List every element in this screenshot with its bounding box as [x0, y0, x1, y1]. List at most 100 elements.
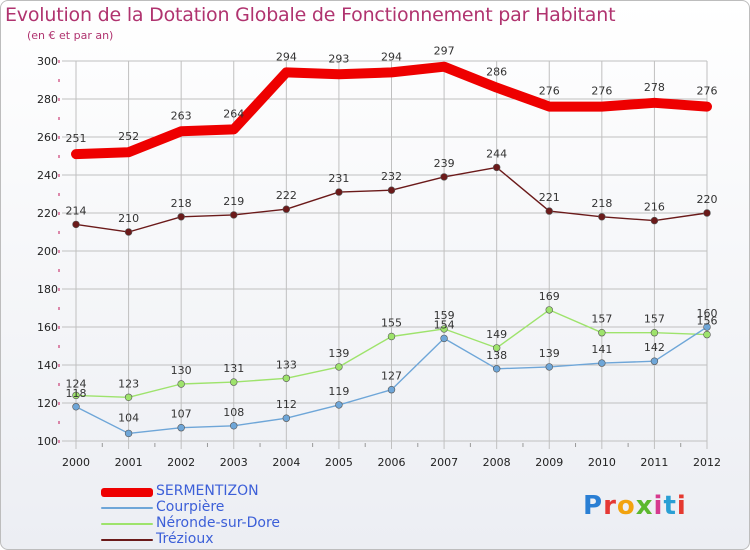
data-label-n-ronde-sur-dore: 156 [697, 315, 718, 328]
data-label-tr-zioux: 219 [223, 195, 244, 208]
legend-item-trezioux[interactable]: Trézioux [101, 531, 361, 549]
x-tick-label: 2006 [378, 456, 406, 469]
data-point-courpi-re [282, 414, 291, 422]
data-label-n-ronde-sur-dore: 133 [276, 358, 297, 371]
y-tick-label: 140 [37, 359, 58, 372]
data-label-tr-zioux: 218 [591, 197, 612, 210]
data-point-courpi-re [124, 429, 133, 438]
logo-letter: x [635, 491, 654, 521]
data-point-tr-zioux [124, 228, 133, 236]
chart-title: Evolution de la Dotation Globale de Fonc… [5, 4, 616, 26]
data-label-tr-zioux: 218 [171, 197, 192, 210]
data-point-n-ronde-sur-dore [545, 306, 553, 314]
data-label-n-ronde-sur-dore: 131 [223, 362, 244, 375]
x-tick-label: 2002 [167, 456, 195, 469]
x-tick-label: 2004 [272, 456, 300, 469]
data-point-tr-zioux [230, 211, 238, 219]
y-tick-label: 240 [37, 169, 58, 182]
data-label-sermentizon: 297 [434, 45, 455, 58]
x-tick-label: 2008 [483, 456, 511, 469]
x-tick-label: 2001 [115, 456, 143, 469]
data-point-courpi-re [650, 357, 659, 365]
x-tick-label: 2011 [640, 456, 668, 469]
data-point-n-ronde-sur-dore [177, 380, 185, 388]
legend-swatch-neronde-sur-dore [101, 523, 153, 525]
data-point-n-ronde-sur-dore [124, 393, 133, 401]
logo-letter: t [663, 491, 677, 521]
chart-subtitle: (en € et par an) [27, 29, 114, 42]
data-label-tr-zioux: 214 [66, 204, 87, 217]
data-label-sermentizon: 286 [486, 66, 507, 79]
data-label-n-ronde-sur-dore: 157 [591, 313, 612, 326]
data-point-n-ronde-sur-dore [230, 378, 238, 386]
data-label-sermentizon: 251 [66, 132, 87, 145]
data-point-tr-zioux [282, 205, 291, 213]
legend-item-sermentizon[interactable]: SERMENTIZON [101, 483, 361, 501]
proxiti-logo[interactable]: Proxiti [583, 491, 687, 521]
data-point-n-ronde-sur-dore [650, 329, 659, 337]
legend-label-courpiere: Courpière [156, 499, 225, 515]
data-labels: 214 210 218 219 222 231 232 239 244 221 218 216 220 1… [66, 45, 718, 425]
data-label-courpi-re: 119 [328, 385, 349, 398]
legend: SERMENTIZON Courpière Néronde-sur-Dore T… [101, 483, 361, 549]
y-tick-label: 280 [37, 93, 58, 106]
data-label-tr-zioux: 221 [539, 191, 560, 204]
legend-item-courpiere[interactable]: Courpière [101, 499, 361, 517]
data-point-n-ronde-sur-dore [72, 391, 80, 400]
data-label-n-ronde-sur-dore: 159 [434, 309, 455, 322]
data-point-courpi-re [492, 365, 501, 373]
data-label-courpi-re: 127 [381, 370, 402, 383]
data-label-n-ronde-sur-dore: 155 [381, 317, 402, 330]
x-tick-label: 2012 [693, 456, 721, 469]
series-group [71, 61, 712, 438]
data-point-n-ronde-sur-dore [282, 374, 291, 382]
data-point-tr-zioux [177, 213, 185, 221]
y-tick-label: 200 [37, 245, 58, 258]
y-tick-label: 260 [37, 131, 58, 144]
y-tick-label: 300 [37, 55, 58, 68]
data-point-courpi-re [387, 386, 396, 394]
data-label-sermentizon: 263 [171, 109, 192, 122]
data-point-tr-zioux [598, 213, 606, 221]
data-label-n-ronde-sur-dore: 130 [171, 364, 192, 377]
data-label-n-ronde-sur-dore: 124 [66, 377, 87, 390]
data-label-tr-zioux: 244 [486, 147, 507, 160]
y-tick-label: 100 [37, 435, 58, 448]
series-line-sermentizon [71, 61, 712, 160]
data-label-courpi-re: 108 [223, 406, 244, 419]
data-label-n-ronde-sur-dore: 123 [118, 377, 139, 390]
data-label-courpi-re: 141 [591, 343, 612, 356]
logo-letter: i [676, 491, 687, 521]
data-point-courpi-re [230, 422, 238, 430]
data-point-n-ronde-sur-dore [492, 344, 501, 352]
data-point-n-ronde-sur-dore [440, 325, 448, 333]
data-label-tr-zioux: 239 [434, 157, 455, 170]
y-tick-label: 120 [37, 397, 58, 410]
data-point-tr-zioux [650, 216, 659, 225]
data-point-courpi-re [545, 363, 553, 371]
data-label-courpi-re: 104 [118, 411, 139, 424]
data-point-tr-zioux [72, 220, 80, 229]
data-label-sermentizon: 276 [591, 85, 612, 98]
data-label-tr-zioux: 216 [644, 201, 665, 214]
data-point-tr-zioux [335, 188, 343, 196]
x-tick-label: 2005 [325, 456, 353, 469]
data-label-sermentizon: 252 [118, 130, 139, 143]
data-label-sermentizon: 294 [381, 50, 402, 63]
data-label-sermentizon: 294 [276, 50, 297, 63]
data-label-courpi-re: 112 [276, 398, 297, 411]
x-tick-label: 2010 [588, 456, 616, 469]
data-label-tr-zioux: 220 [697, 193, 718, 206]
y-tick-label: 160 [37, 321, 58, 334]
x-tick-label: 2003 [220, 456, 248, 469]
data-point-courpi-re [177, 424, 185, 432]
data-point-n-ronde-sur-dore [598, 329, 606, 337]
logo-letter: i [653, 491, 664, 521]
grid [62, 60, 708, 449]
legend-item-neronde-sur-dore[interactable]: Néronde-sur-Dore [101, 515, 361, 533]
logo-letter: r [603, 491, 617, 521]
data-label-n-ronde-sur-dore: 169 [539, 290, 560, 303]
data-point-courpi-re [72, 403, 80, 411]
data-label-sermentizon: 276 [697, 85, 718, 98]
